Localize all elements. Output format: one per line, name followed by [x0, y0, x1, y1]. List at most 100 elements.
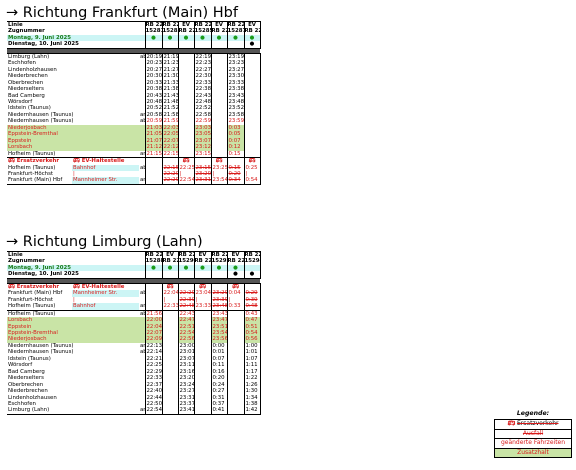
ev-stop-name: Bahnhof: [72, 303, 139, 311]
time-cell: [177, 118, 194, 125]
time-cell: 21:56: [144, 309, 162, 318]
time-cell: [177, 92, 194, 99]
arr-dep-marker: ab: [140, 290, 145, 297]
arr-dep-marker: an: [140, 342, 145, 349]
header-cell: RB 22: [210, 28, 227, 35]
table-row: Idstein (Taunus) 22:21 23:07 0:07 1:07: [7, 355, 261, 363]
time-cell: [243, 60, 261, 67]
ev-bus-marker: 🚌︎: [177, 157, 194, 165]
time-cell: 22:04: [161, 290, 178, 297]
time-cell: 22:29: [161, 177, 178, 185]
day-dot: [177, 41, 194, 49]
arr-dep-marker: [139, 323, 145, 330]
time-cell: [161, 407, 178, 415]
time-cell: [210, 60, 227, 67]
time-cell: [144, 303, 162, 311]
time-cell: 20:43: [144, 92, 162, 99]
time-cell: 23:00: [177, 342, 194, 350]
time-cell: 22:29: [144, 368, 162, 376]
time-cell: [177, 124, 194, 132]
time-cell: 0:04: [226, 290, 244, 297]
arr-dep-marker: ab: [139, 309, 145, 318]
table-row: Niederjosbach 22:09 22:56 23:56 0:56: [7, 336, 261, 343]
header-cell: EV: [226, 251, 244, 259]
ev-bus-marker: 🚌︎: [210, 157, 227, 165]
table-row: Niederbrechen 22:40 23:27 0:27 1:30: [7, 388, 261, 395]
day-dot: [161, 271, 178, 279]
time-cell: 21:48: [161, 98, 178, 106]
station-name: Idstein (Taunus): [8, 355, 51, 362]
day-dot: ●: [193, 34, 211, 42]
time-cell: [177, 131, 194, 138]
header-cell: 15287: [226, 28, 244, 35]
header-cell: RB 22: [144, 21, 162, 29]
time-cell: [226, 362, 244, 369]
header-cell: RB 22: [177, 28, 194, 35]
time-cell: [243, 52, 261, 61]
time-cell: 0:11: [210, 362, 227, 369]
time-cell: [210, 52, 227, 61]
time-cell: 22:54: [144, 407, 162, 415]
bus-icon: 🚌︎: [73, 283, 82, 290]
station-name: Niedernhausen (Taunus): [8, 342, 74, 349]
time-cell: [193, 317, 211, 324]
arr-dep-marker: an: [139, 177, 145, 185]
header-cell: RB 22: [226, 258, 244, 265]
time-cell: 0:05: [226, 131, 244, 138]
time-cell: [161, 355, 178, 363]
table-row: Wörsdorf 22:25 23:11 0:11 1:11: [7, 362, 261, 369]
header-cell: RB 22: [161, 21, 178, 29]
station-name: Niederselters: [8, 86, 44, 93]
time-cell: 21:03: [144, 124, 162, 132]
header-cell: EV: [243, 21, 261, 29]
table-row: Eschhofen 22:50 23:37 0:37 1:38: [7, 400, 261, 408]
station-name: Lindenholzhausen: [8, 66, 57, 73]
time-cell: [161, 375, 178, 382]
bus-icon: 🚌︎: [215, 158, 223, 165]
time-cell: [144, 170, 162, 178]
time-cell: [226, 388, 244, 395]
table-row: Eschhofen 20:23 21:23 22:23 23:23: [7, 60, 261, 67]
legend: Legende: 🚌︎ Ersatzverkehr Ausfall geände…: [494, 410, 572, 458]
ev-stop-header-text: EV-Haltestelle: [81, 283, 125, 290]
time-cell: [161, 349, 178, 356]
time-cell: [226, 317, 244, 324]
time-cell: [144, 164, 162, 171]
time-cell: 23:47: [210, 317, 227, 324]
day-dot: ●: [161, 264, 178, 272]
time-cell: [193, 323, 211, 330]
station-name: Wörsdorf: [8, 98, 33, 105]
time-cell: [243, 98, 261, 106]
time-cell: 23:48: [210, 303, 227, 311]
header-label: Montag, 9. Juni 2025: [7, 34, 145, 42]
table-row: Lindenholzhausen 22:44 23:31 0:31 1:34: [7, 394, 261, 401]
legend-label: Ausfall: [522, 429, 544, 437]
time-cell: 22:07: [161, 137, 178, 145]
time-cell: [243, 150, 261, 159]
time-cell: [177, 66, 194, 74]
time-cell: 0:39: [243, 296, 261, 304]
header-cell: EV: [161, 251, 178, 259]
time-cell: 23:43: [226, 92, 244, 99]
time-cell: 22:23: [193, 60, 211, 67]
header-row: Zugnummer1528115283RB 2215285RB 2215287R…: [7, 28, 261, 35]
time-cell: 20:23: [144, 60, 162, 67]
time-cell: [210, 111, 227, 119]
header-label: Linie: [7, 21, 145, 29]
time-cell: [243, 111, 261, 119]
time-cell: 0:15: [226, 150, 244, 159]
header-cell: RB 22: [193, 21, 211, 29]
station-name: Frankfurt (Main) Hbf: [7, 177, 72, 185]
bus-icon: 🚌︎: [507, 420, 516, 427]
time-cell: [144, 290, 162, 297]
time-cell: 21:38: [161, 86, 178, 93]
time-cell: 23:31: [193, 177, 211, 185]
header-row: Montag, 9. Juni 2025 ● ● ● ● ● ● ●: [7, 34, 261, 42]
bus-icon: 🚌︎: [182, 158, 190, 165]
time-cell: 22:33: [161, 303, 178, 311]
